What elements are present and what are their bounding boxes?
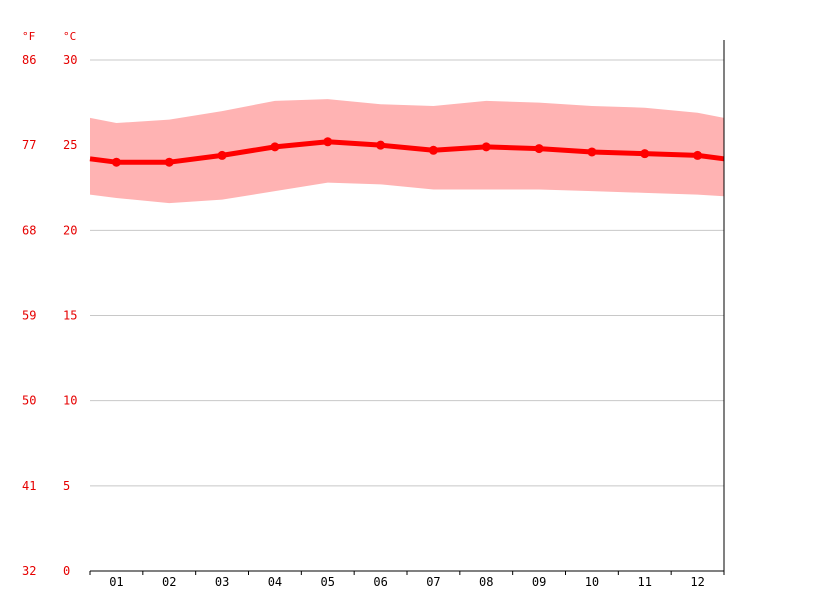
x-tick-label: 09 bbox=[532, 575, 546, 589]
x-tick-label: 08 bbox=[479, 575, 493, 589]
y-tick-celsius: 15 bbox=[63, 309, 77, 323]
y-tick-celsius: 20 bbox=[63, 223, 77, 237]
x-tick-label: 11 bbox=[638, 575, 652, 589]
data-point bbox=[587, 147, 597, 157]
x-tick-label: 06 bbox=[373, 575, 387, 589]
y-tick-fahrenheit: 50 bbox=[22, 394, 36, 408]
data-point bbox=[270, 142, 280, 152]
average-line-path bbox=[89, 139, 725, 165]
axes bbox=[89, 40, 725, 575]
data-point bbox=[693, 150, 703, 160]
y-tick-fahrenheit: 77 bbox=[22, 138, 36, 152]
y-tick-celsius: 0 bbox=[63, 564, 70, 578]
temperature-range-band bbox=[90, 99, 724, 204]
average-temperature-line bbox=[89, 137, 725, 167]
y-tick-fahrenheit: 59 bbox=[22, 309, 36, 323]
data-point bbox=[217, 150, 227, 160]
y-tick-celsius: 5 bbox=[63, 479, 70, 493]
y-tick-fahrenheit: 32 bbox=[22, 564, 36, 578]
y-axis-labels: °F °C 86 30 77 25 68 20 59 15 50 10 41 5 32 0 bbox=[22, 30, 77, 578]
x-axis-labels: 01 02 03 04 05 06 07 08 09 10 11 12 bbox=[109, 575, 705, 589]
data-point bbox=[481, 142, 491, 152]
x-tick-label: 10 bbox=[585, 575, 599, 589]
data-point bbox=[640, 149, 650, 159]
x-tick-label: 02 bbox=[162, 575, 176, 589]
x-tick-label: 05 bbox=[321, 575, 335, 589]
data-point bbox=[164, 157, 174, 167]
y-tick-fahrenheit: 41 bbox=[22, 479, 36, 493]
range-band-area bbox=[90, 99, 724, 204]
y-tick-celsius: 25 bbox=[63, 138, 77, 152]
y-tick-celsius: 10 bbox=[63, 394, 77, 408]
y-tick-fahrenheit: 86 bbox=[22, 53, 36, 67]
x-tick-label: 01 bbox=[109, 575, 123, 589]
y-unit-celsius: °C bbox=[63, 30, 76, 43]
y-tick-celsius: 30 bbox=[63, 53, 77, 67]
data-point bbox=[111, 157, 121, 167]
x-tick-label: 04 bbox=[268, 575, 282, 589]
x-tick-label: 07 bbox=[426, 575, 440, 589]
data-point bbox=[376, 140, 386, 150]
data-point bbox=[323, 137, 333, 147]
data-point bbox=[534, 144, 544, 154]
data-point bbox=[428, 145, 438, 155]
y-unit-fahrenheit: °F bbox=[22, 30, 35, 43]
x-tick-label: 12 bbox=[690, 575, 704, 589]
x-tick-label: 03 bbox=[215, 575, 229, 589]
y-tick-fahrenheit: 68 bbox=[22, 223, 36, 237]
